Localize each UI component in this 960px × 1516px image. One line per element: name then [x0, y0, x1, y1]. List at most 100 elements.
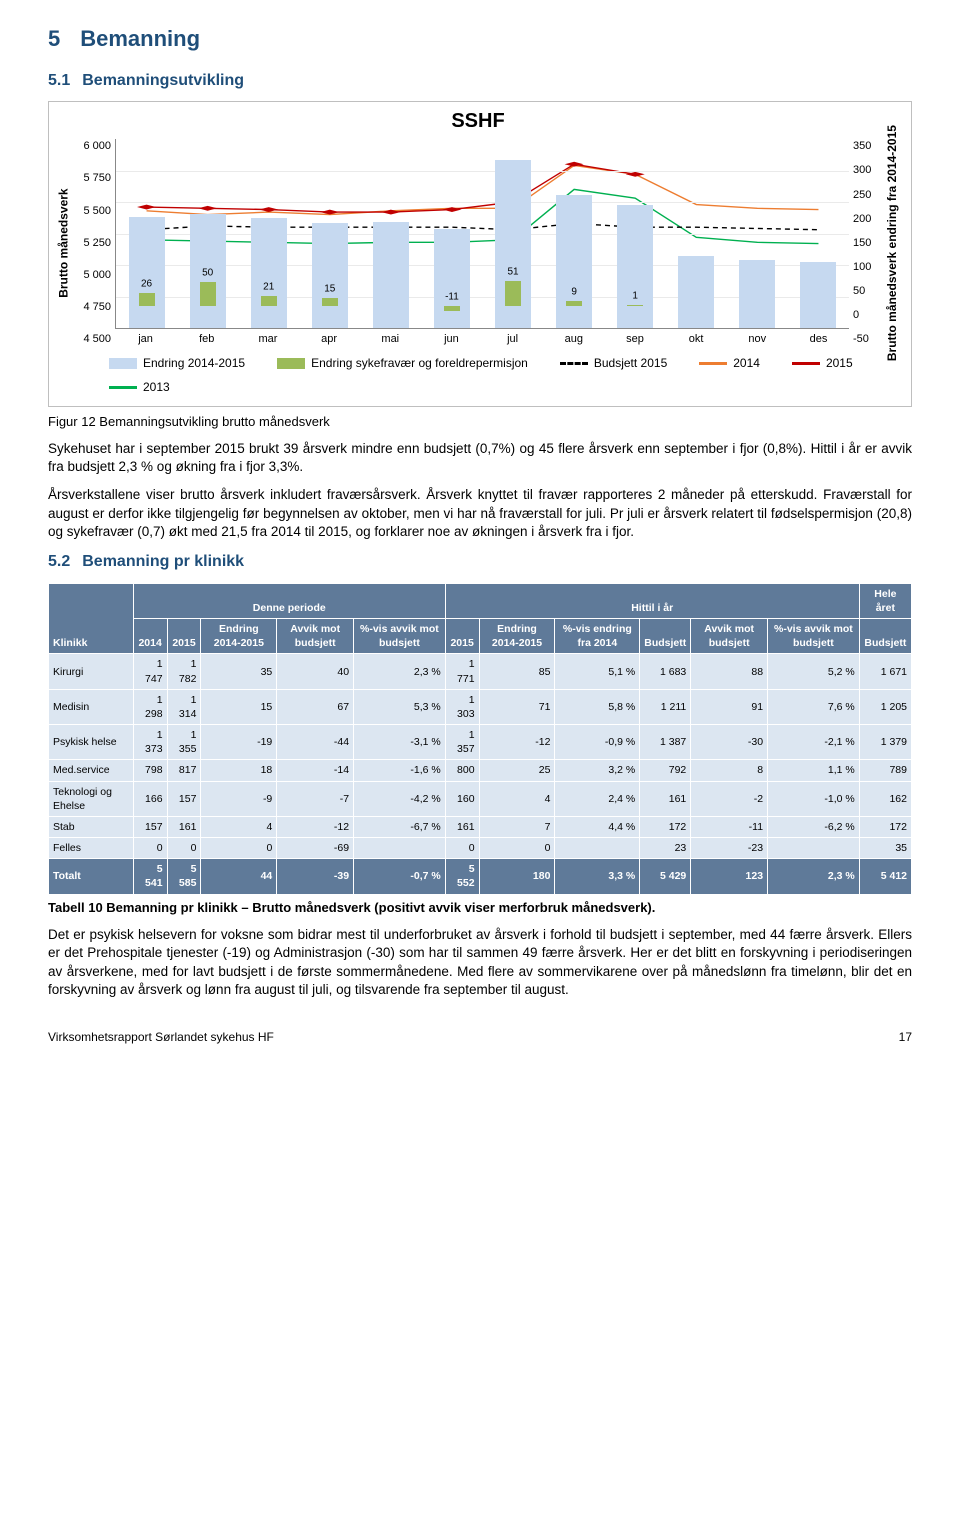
table-cell: 4,4 % — [555, 816, 640, 837]
col-klinikk: Klinikk — [49, 583, 134, 654]
subsection2-title: Bemanning pr klinikk — [82, 551, 244, 573]
bar-green — [200, 282, 216, 306]
bar-blue — [556, 195, 592, 328]
table-cell: -4,2 % — [354, 781, 446, 816]
table-cell: 5 552 — [445, 859, 479, 894]
table-cell: 1 355 — [167, 725, 201, 760]
section-num: 5 — [48, 24, 60, 54]
legend-2014: 2014 — [699, 355, 760, 371]
table-row: Felles000-690023-2335 — [49, 838, 912, 859]
table-cell: -2,1 % — [768, 725, 860, 760]
table-cell: 180 — [479, 859, 555, 894]
table-cell: 1 303 — [445, 689, 479, 724]
table-row: Psykisk helse1 3731 355-19-44-3,1 %1 357… — [49, 725, 912, 760]
table-cell: -14 — [277, 760, 354, 781]
table-cell: 800 — [445, 760, 479, 781]
table-total-row: Totalt5 5415 58544-39-0,7 %5 5521803,3 %… — [49, 859, 912, 894]
y-tick-right: -50 — [853, 332, 883, 347]
table-cell: Psykisk helse — [49, 725, 134, 760]
table-cell: 1 683 — [640, 654, 691, 689]
table-cell: 161 — [640, 781, 691, 816]
subsection1-num: 5.1 — [48, 70, 70, 92]
table-cell: -39 — [277, 859, 354, 894]
paragraph-2: Årsverkstallene viser brutto årsverk ink… — [48, 486, 912, 541]
y-tick-right: 150 — [853, 236, 883, 251]
table-cell: 172 — [640, 816, 691, 837]
y-tick-right: 250 — [853, 188, 883, 203]
table-cell: 1 747 — [133, 654, 167, 689]
y-tick-right: 50 — [853, 284, 883, 299]
table-cell: 792 — [640, 760, 691, 781]
table-cell: Felles — [49, 838, 134, 859]
table-row: Teknologi og Ehelse166157-9-7-4,2 %16042… — [49, 781, 912, 816]
y-axis-right-label: Brutto månedsverk endring fra 2014-2015 — [883, 139, 901, 347]
group-denne: Denne periode — [133, 583, 445, 618]
table-cell: 1 379 — [859, 725, 911, 760]
page-footer: Virksomhetsrapport Sørlandet sykehus HF … — [48, 1029, 912, 1045]
x-tick: mar — [237, 332, 298, 347]
y-tick-left: 5 000 — [73, 268, 111, 283]
x-tick: apr — [299, 332, 360, 347]
table-cell: 5 412 — [859, 859, 911, 894]
table-cell: 35 — [201, 654, 277, 689]
table-cell: -2 — [691, 781, 768, 816]
table-body: Kirurgi1 7471 78235402,3 %1 771855,1 %1 … — [49, 654, 912, 894]
y-tick-left: 5 250 — [73, 236, 111, 251]
plot: 26502115-115191 — [115, 139, 849, 329]
table-cell: 1 314 — [167, 689, 201, 724]
table-cell — [768, 838, 860, 859]
group-hittil: Hittil i år — [445, 583, 859, 618]
y-tick-right: 350 — [853, 139, 883, 154]
table-group-row: Klinikk Denne periode Hittil i år Hele å… — [49, 583, 912, 618]
table-cell: 1 357 — [445, 725, 479, 760]
table-cell: 88 — [691, 654, 768, 689]
table-cell: 0 — [201, 838, 277, 859]
table-cell: 23 — [640, 838, 691, 859]
table-row: Stab1571614-12-6,7 %16174,4 %172-11-6,2 … — [49, 816, 912, 837]
col-header: Endring 2014-2015 — [479, 619, 555, 654]
y-tick-left: 5 500 — [73, 204, 111, 219]
col-header: 2015 — [445, 619, 479, 654]
plot-wrap: 26502115-115191 janfebmaraprmaijunjulaug… — [115, 139, 849, 347]
table-cell: -7 — [277, 781, 354, 816]
bar-blue — [251, 218, 287, 328]
bar-blue — [678, 256, 714, 328]
y-tick-left: 6 000 — [73, 139, 111, 154]
table-cell: 160 — [445, 781, 479, 816]
chart-title: SSHF — [55, 108, 901, 135]
table-col-row: 20142015Endring 2014-2015Avvik mot budsj… — [49, 619, 912, 654]
table-cell — [354, 838, 446, 859]
table-caption: Tabell 10 Bemanning pr klinikk – Brutto … — [48, 899, 912, 917]
bar-label: 15 — [324, 283, 335, 297]
chart-legend: Endring 2014-2015 Endring sykefravær og … — [55, 347, 901, 399]
subsection2-heading: 5.2 Bemanning pr klinikk — [48, 551, 912, 573]
table-cell: 25 — [479, 760, 555, 781]
table-cell: -1,6 % — [354, 760, 446, 781]
table-cell: 817 — [167, 760, 201, 781]
col-header: Avvik mot budsjett — [691, 619, 768, 654]
col-header: %-vis avvik mot budsjett — [354, 619, 446, 654]
x-tick: aug — [543, 332, 604, 347]
legend-2015: 2015 — [792, 355, 853, 371]
table-cell: 1 782 — [167, 654, 201, 689]
table-cell: -0,7 % — [354, 859, 446, 894]
table-cell: 1 211 — [640, 689, 691, 724]
y-ticks-right: 350300250200150100500-50 — [849, 139, 883, 347]
table-cell: 161 — [167, 816, 201, 837]
table-cell: 3,3 % — [555, 859, 640, 894]
bar-blue — [129, 217, 165, 328]
bar-green — [139, 293, 155, 305]
table-cell: -30 — [691, 725, 768, 760]
table-cell: 67 — [277, 689, 354, 724]
table-cell: 1,1 % — [768, 760, 860, 781]
table-cell: 1 771 — [445, 654, 479, 689]
swatch-orange — [699, 362, 727, 365]
bar-label: -11 — [445, 290, 459, 304]
y-tick-right: 300 — [853, 163, 883, 178]
table-cell: -19 — [201, 725, 277, 760]
table-cell: 5,2 % — [768, 654, 860, 689]
bar-green — [444, 306, 460, 311]
table-cell: 798 — [133, 760, 167, 781]
subsection2-num: 5.2 — [48, 551, 70, 573]
bar-green — [322, 298, 338, 305]
